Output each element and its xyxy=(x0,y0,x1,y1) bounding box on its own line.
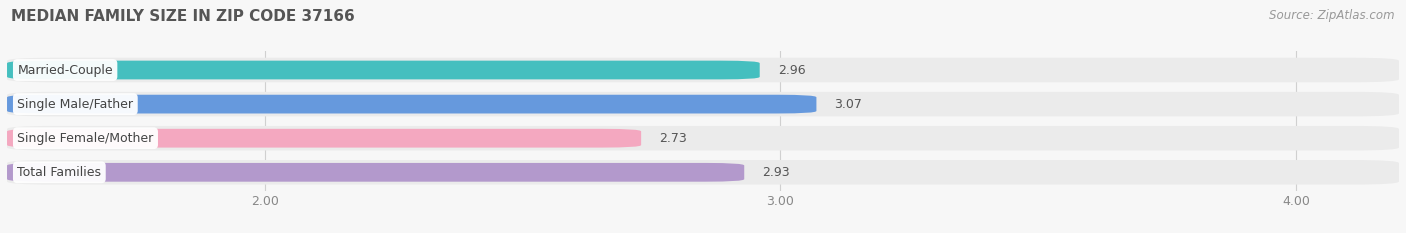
FancyBboxPatch shape xyxy=(7,160,1399,185)
FancyBboxPatch shape xyxy=(7,92,1399,116)
Text: Married-Couple: Married-Couple xyxy=(17,64,112,76)
Text: 2.73: 2.73 xyxy=(659,132,688,145)
Text: 2.96: 2.96 xyxy=(778,64,806,76)
Text: Total Families: Total Families xyxy=(17,166,101,179)
Text: MEDIAN FAMILY SIZE IN ZIP CODE 37166: MEDIAN FAMILY SIZE IN ZIP CODE 37166 xyxy=(11,9,354,24)
Text: 3.07: 3.07 xyxy=(834,98,862,111)
FancyBboxPatch shape xyxy=(7,126,1399,151)
FancyBboxPatch shape xyxy=(7,61,759,79)
FancyBboxPatch shape xyxy=(7,129,641,147)
FancyBboxPatch shape xyxy=(7,58,1399,82)
Text: 2.93: 2.93 xyxy=(762,166,790,179)
Text: Source: ZipAtlas.com: Source: ZipAtlas.com xyxy=(1270,9,1395,22)
Text: Single Female/Mother: Single Female/Mother xyxy=(17,132,153,145)
FancyBboxPatch shape xyxy=(7,95,817,113)
Text: Single Male/Father: Single Male/Father xyxy=(17,98,134,111)
FancyBboxPatch shape xyxy=(7,163,744,182)
